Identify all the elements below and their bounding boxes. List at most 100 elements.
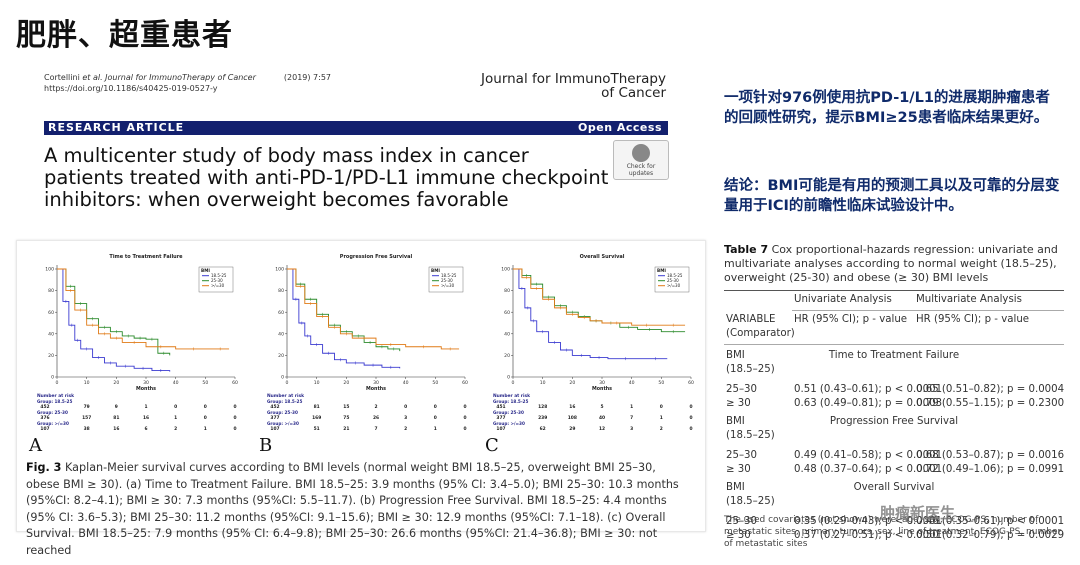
check-updates-badge[interactable]: Check for updates: [613, 140, 669, 180]
risk-value: 2: [374, 404, 377, 410]
risk-value: 1: [174, 415, 177, 421]
header-multivariate: Multivariate Analysis: [916, 294, 1022, 305]
legend-title: BMI: [201, 268, 210, 273]
y-tick-label: 60: [504, 310, 510, 316]
section-heading: Time to Treatment Failure: [828, 350, 960, 361]
table-row: 25–30 0.35 (0.29–0.43); p < 0.0001 0.46 (0…: [724, 515, 1064, 529]
risk-value: 40: [599, 415, 605, 421]
risk-value: 12: [599, 426, 605, 432]
cox-table: Table 7 Cox proportional-hazards regress…: [724, 243, 1064, 543]
bmi-group: 25–30: [726, 450, 758, 461]
km-curve-2: [57, 268, 230, 350]
table-section-bmi: BMI Progression Free Survival: [724, 415, 1064, 429]
risk-value: 21: [343, 426, 349, 432]
risk-value: 0: [233, 426, 236, 432]
risk-value: 0: [463, 404, 466, 410]
risk-value: 0: [233, 415, 236, 421]
figure-box: Time to Treatment Failure 100 80 60 40 20 0 0 10…: [16, 240, 706, 532]
risk-value: 1: [660, 415, 663, 421]
risk-value: 239: [538, 415, 547, 421]
x-tick-label: 10: [540, 380, 546, 386]
risk-value: 0: [463, 426, 466, 432]
x-tick-label: 40: [403, 380, 409, 386]
paper-title: A multicenter study of body mass index i…: [44, 144, 609, 211]
risk-value: 3: [630, 426, 633, 432]
citation-year: (2019) 7:57: [283, 73, 331, 82]
univariate-value: 0.51 (0.43–0.61); p < 0.0001: [794, 384, 943, 395]
legend-entry: 25-30: [211, 278, 223, 283]
risk-group-label: Group: 18.5-25: [37, 399, 72, 404]
table-row: 25–30 0.51 (0.43–0.61); p < 0.0001 0.65 (0…: [724, 383, 1064, 397]
research-article-label: RESEARCH ARTICLE: [48, 121, 185, 134]
panel-letter: C: [485, 435, 499, 456]
bmi-label: BMI: [726, 416, 745, 427]
km-panel-a: Time to Treatment Failure 100 80 60 40 20 0 0 10…: [29, 249, 245, 456]
multivariate-value: 0.68 (0.53–0.87); p = 0.0016: [916, 450, 1065, 461]
x-tick-label: 20: [343, 380, 349, 386]
y-tick-label: 0: [51, 375, 54, 381]
legend-entry: >/=30: [441, 283, 455, 288]
table-label: Table 7: [724, 243, 769, 256]
risk-value: 15: [343, 404, 349, 410]
risk-value: 1: [434, 426, 437, 432]
x-tick-label: 50: [432, 380, 438, 386]
km-panel-b: Progression Free Survival 100 80 60 40 20 0 0 10…: [259, 249, 475, 456]
risk-group-label: Group: 25-30: [37, 410, 68, 415]
x-axis-label: Months: [136, 386, 156, 392]
x-tick-label: 60: [688, 380, 694, 386]
y-tick-label: 60: [48, 310, 54, 316]
legend-entry: 25-30: [441, 278, 453, 283]
table-header-row2: VARIABLE HR (95% CI); p - value HR (95% …: [724, 313, 1064, 327]
risk-value: 0: [233, 404, 236, 410]
km-curve-0: [57, 268, 171, 372]
risk-value: 16: [113, 426, 119, 432]
x-tick-label: 50: [658, 380, 664, 386]
doi-link[interactable]: https://doi.org/10.1186/s40425-019-0527-…: [44, 84, 218, 93]
risk-value: 2: [660, 426, 663, 432]
table-row: ≥ 30 0.48 (0.37–0.64); p < 0.0001 0.72 (0.…: [724, 463, 1064, 477]
risk-value: 377: [496, 415, 505, 421]
citation-authors: Cortellini: [44, 73, 80, 82]
risk-group-label: Group: >/=30: [267, 421, 299, 426]
risk-value: 0: [463, 415, 466, 421]
km-panel-c: Overall Survival 100 80 60 40 20 0 0 10 20 30 40 50 6…: [485, 249, 701, 456]
x-tick-label: 20: [569, 380, 575, 386]
risk-value: 0: [689, 426, 692, 432]
risk-value: 157: [82, 415, 91, 421]
risk-value: 81: [113, 415, 119, 421]
y-tick-label: 20: [504, 353, 510, 359]
risk-value: 107: [40, 426, 49, 432]
risk-value: 107: [496, 426, 505, 432]
header-univariate: Univariate Analysis: [794, 294, 892, 305]
header-variable: VARIABLE: [726, 314, 776, 325]
y-tick-label: 0: [281, 375, 284, 381]
risk-value: 0: [660, 404, 663, 410]
check-updates-icon: [632, 144, 650, 162]
legend-entry: 25-30: [667, 278, 679, 283]
citation: Cortellini et al. Journal for ImmunoTher…: [44, 72, 331, 94]
risk-group-label: Group: 25-30: [267, 410, 298, 415]
risk-value: 29: [569, 426, 575, 432]
legend-entry: 18.5-25: [441, 273, 457, 278]
multivariate-value: 0.46 (0.35–0.61); p < 0.0001: [916, 516, 1065, 527]
risk-value: 377: [270, 415, 279, 421]
risk-value: 6: [144, 426, 147, 432]
bmi-group: 25–30: [726, 516, 758, 527]
risk-title: Number at risk: [267, 393, 304, 399]
watermark: 肿瘤新医生: [880, 504, 956, 522]
risk-value: 0: [434, 404, 437, 410]
risk-value: 0: [204, 404, 207, 410]
header-hr-uni: HR (95% CI); p - value: [794, 314, 908, 325]
badge-line1: Check for: [626, 163, 656, 170]
article-type-bar: RESEARCH ARTICLE Open Access: [44, 121, 668, 135]
risk-value: 376: [40, 415, 49, 421]
y-tick-label: 60: [278, 310, 284, 316]
risk-value: 2: [404, 426, 407, 432]
table-row: ≥ 30 0.37 (0.27–0.51); p < 0.0001 0.50 (0.…: [724, 529, 1064, 543]
legend-entry: >/=30: [211, 283, 225, 288]
panel-letter: A: [29, 435, 42, 456]
ref-label: (18.5–25): [726, 430, 775, 441]
x-tick-label: 0: [286, 380, 289, 386]
risk-value: 26: [373, 415, 379, 421]
